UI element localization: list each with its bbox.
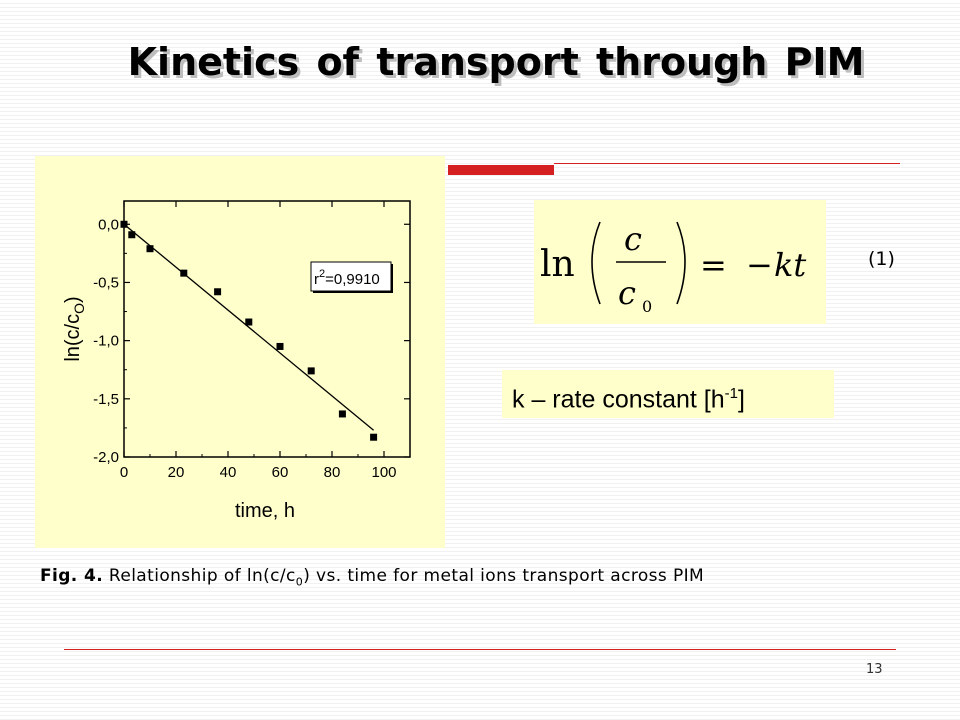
x-tick-label: 40 [220,464,237,481]
y-tick-label: -1,5 [93,391,119,408]
data-point [120,220,128,228]
formula-rhs: kt [774,246,806,284]
formula-minus: − [746,246,773,284]
formula-box: ln c c 0 = − kt [534,200,826,324]
x-tick-label: 80 [324,464,341,481]
data-point [307,367,315,375]
data-point [128,231,136,239]
x-axis-label: time, h [235,500,295,522]
slide-title: Kinetics of transport through PIM [127,40,865,84]
rate-constant-sup: -1 [724,385,738,402]
caption-text-after: ) vs. time for metal ions transport acro… [303,566,705,586]
y-axis-label-sub: O [71,303,87,314]
y-tick-label: -1,0 [93,333,119,350]
tick-labels: 0 20 40 60 80 100 0,0 -0,5 -1,0 -1,5 -2,0 [93,216,396,481]
rate-constant-box: k – rate constant [h-1] [502,370,834,418]
svg-text:r2=0,9910: r2=0,9910 [314,268,380,288]
formula-equals: = [700,246,727,284]
y-axis-label-suffix: ) [62,296,84,303]
x-tick-label: 60 [272,464,289,481]
caption-text-before: Relationship of ln(c/c [103,566,296,586]
axis-ticks [123,201,410,458]
y-tick-label: -0,5 [93,274,119,291]
left-paren [591,221,601,305]
page-number: 13 [866,662,883,677]
data-point [276,342,284,350]
footer-rule [64,649,896,650]
data-point [245,318,253,326]
caption-sub: 0 [295,575,304,589]
data-point [180,269,188,277]
data-point [338,410,346,418]
data-points [120,220,378,441]
right-paren [676,221,686,305]
plot-frame [123,200,411,458]
data-point [370,433,378,441]
y-axis-label-main: ln(c/c [62,314,84,362]
figure-caption: Fig. 4. Relationship of ln(c/c0) vs. tim… [40,566,704,588]
equation-number: (1) [868,248,895,270]
y-tick-label: -2,0 [93,449,119,466]
r2-sup: 2 [319,268,325,280]
x-tick-label: 0 [120,464,128,481]
rate-equation: ln c c 0 = − kt [540,220,806,316]
x-tick-label: 20 [168,464,185,481]
y-axis-label: ln(c/cO) [62,296,87,361]
formula-ln: ln [540,244,575,285]
rate-constant-suffix: ] [737,385,745,414]
accent-bar [448,165,554,175]
r2-annotation: r2=0,9910 [310,261,393,293]
fit-line [123,223,375,431]
r2-value: =0,9910 [325,271,380,288]
data-point [214,288,222,296]
accent-rule [554,163,900,164]
r2-prefix: r [314,271,319,288]
formula-numerator: c [624,220,642,258]
rate-constant-text: k – rate constant [h [512,385,725,414]
data-point [146,245,154,253]
formula-denominator-sub: 0 [642,297,652,316]
x-tick-label: 100 [371,464,396,481]
caption-label: Fig. 4. [40,566,104,586]
kinetics-chart: 0 20 40 60 80 100 0,0 -0,5 -1,0 -1,5 -2,0 r2=0,991… [62,200,411,522]
chart-panel: 0 20 40 60 80 100 0,0 -0,5 -1,0 -1,5 -2,0 r2=0,991… [35,156,445,548]
formula-denominator: c [618,274,636,312]
y-tick-label: 0,0 [98,216,119,233]
